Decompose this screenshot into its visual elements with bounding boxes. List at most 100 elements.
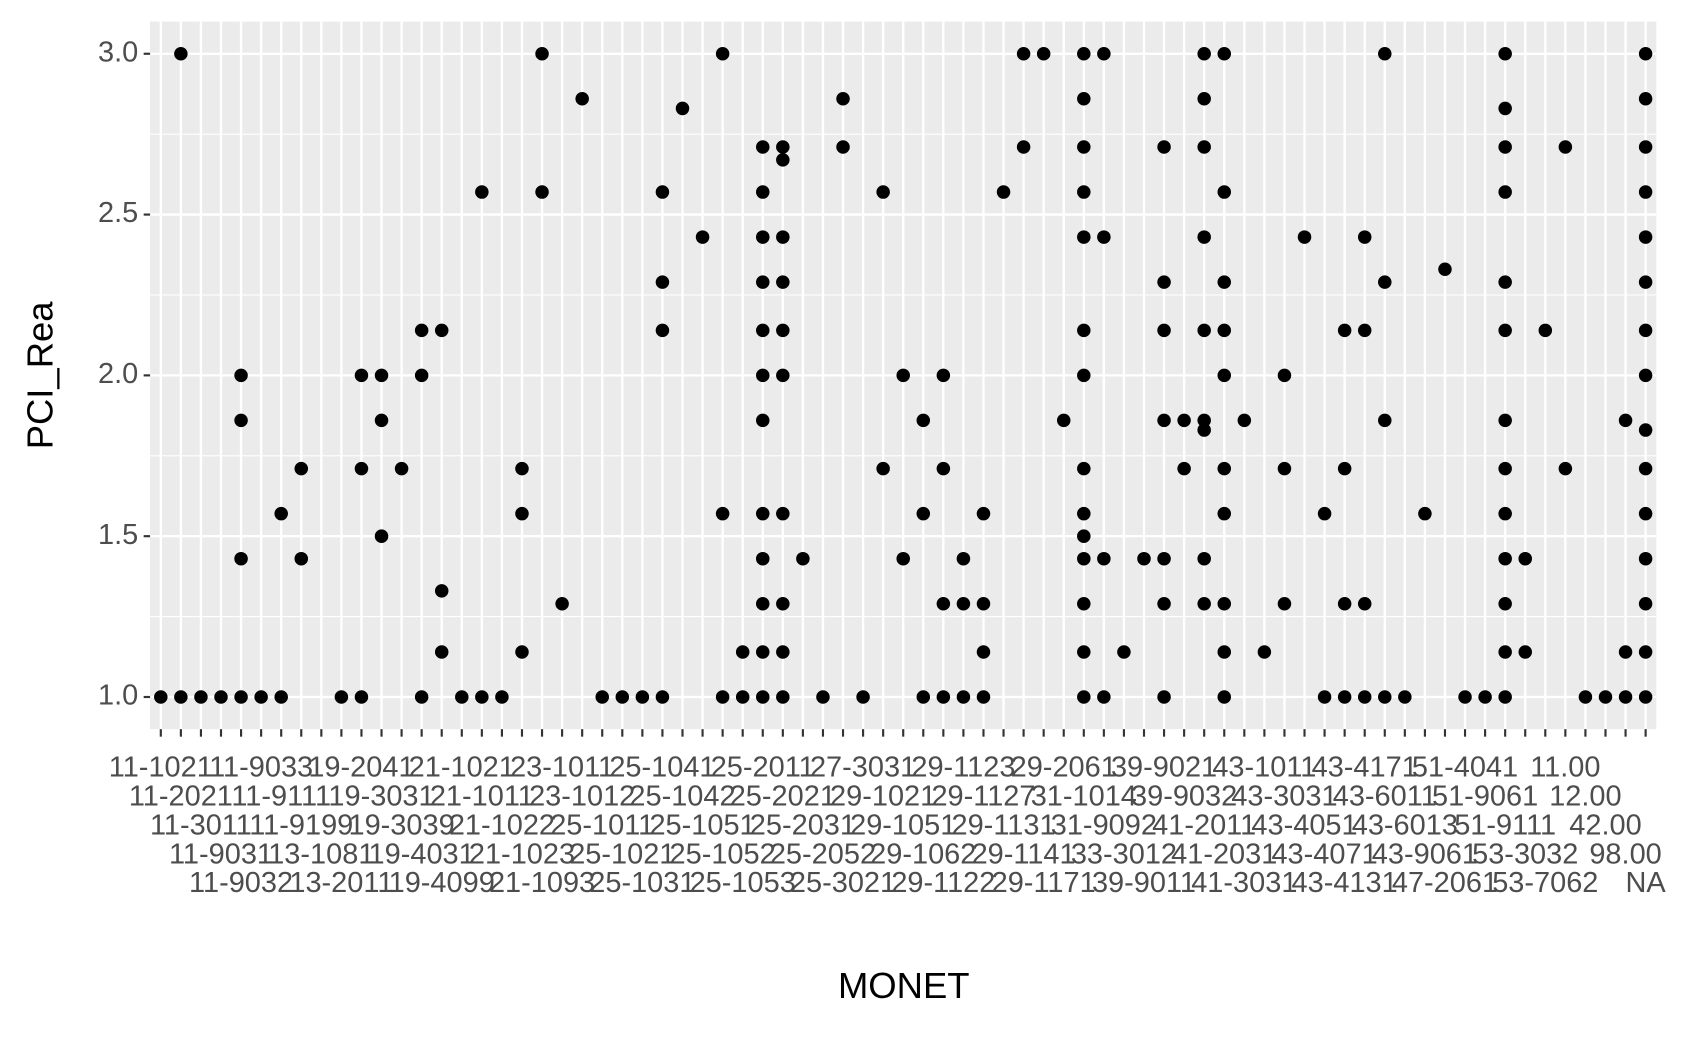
point xyxy=(1638,230,1653,244)
x-tick-label: 25-1051 xyxy=(649,809,755,841)
point xyxy=(756,506,770,521)
point xyxy=(1077,529,1091,543)
point xyxy=(1016,47,1031,61)
point xyxy=(294,551,309,566)
point xyxy=(1357,230,1372,244)
point xyxy=(274,506,288,521)
point xyxy=(1438,262,1452,276)
point xyxy=(1117,645,1131,659)
point xyxy=(1217,275,1232,289)
point xyxy=(776,153,790,167)
x-axis-title: MONET xyxy=(838,965,970,1006)
point xyxy=(1157,551,1171,566)
point xyxy=(1518,551,1532,566)
point xyxy=(1217,645,1232,659)
point xyxy=(1077,551,1091,566)
point xyxy=(655,323,670,338)
x-tick-label: 43-6011 xyxy=(1333,780,1437,812)
point xyxy=(294,461,309,476)
point xyxy=(756,140,770,154)
x-tick-label: 29-1123 xyxy=(911,751,1015,783)
point xyxy=(1337,461,1352,476)
x-tick-label: 39-9011 xyxy=(1092,867,1196,899)
point xyxy=(555,596,569,611)
point xyxy=(1317,506,1332,521)
point xyxy=(1498,551,1512,566)
point xyxy=(1638,551,1653,566)
point xyxy=(515,506,529,521)
point xyxy=(756,323,770,338)
point xyxy=(1197,92,1211,106)
point xyxy=(1398,690,1412,704)
point xyxy=(1197,596,1211,611)
point xyxy=(414,323,429,338)
point xyxy=(1498,596,1512,611)
x-tick-label: 23-1011 xyxy=(510,751,614,783)
point xyxy=(1197,323,1211,338)
point xyxy=(1337,596,1352,611)
x-tick-label: 43-4051 xyxy=(1251,809,1357,841)
point xyxy=(876,185,890,199)
point xyxy=(434,323,449,338)
y-tick-label: 2.5 xyxy=(98,197,138,229)
point xyxy=(1197,47,1211,61)
point xyxy=(1638,185,1653,199)
point xyxy=(1498,323,1512,338)
point xyxy=(334,690,349,704)
point xyxy=(414,690,429,704)
x-tick-label: 41-3031 xyxy=(1191,867,1297,899)
point xyxy=(836,92,850,106)
point xyxy=(756,551,770,566)
point xyxy=(776,645,790,659)
point xyxy=(756,645,770,659)
point xyxy=(1217,47,1232,61)
point xyxy=(655,690,670,704)
point xyxy=(1618,645,1633,659)
point xyxy=(735,690,750,704)
x-tick-label: 21-1023 xyxy=(469,838,575,870)
point xyxy=(354,690,369,704)
point xyxy=(976,645,991,659)
point xyxy=(274,690,288,704)
point xyxy=(374,413,389,428)
point xyxy=(1237,413,1252,428)
point xyxy=(1498,47,1512,61)
point xyxy=(1337,690,1352,704)
point xyxy=(756,275,770,289)
point xyxy=(976,506,991,521)
point xyxy=(194,690,208,704)
x-tick-label: NA xyxy=(1626,867,1667,899)
point xyxy=(1618,413,1633,428)
point xyxy=(234,368,248,383)
point xyxy=(756,368,770,383)
x-tick-label: 31-9092 xyxy=(1051,809,1157,841)
point xyxy=(1518,645,1532,659)
x-tick-label: 43-9061 xyxy=(1372,838,1478,870)
point xyxy=(715,47,730,61)
point xyxy=(876,461,890,476)
x-tick-label: 11-9199 xyxy=(249,809,353,841)
x-tick-label: 53-3032 xyxy=(1472,838,1578,870)
point xyxy=(1638,461,1653,476)
x-tick-label: 21-1022 xyxy=(449,809,555,841)
point xyxy=(776,140,790,154)
point xyxy=(1157,275,1171,289)
point xyxy=(1077,92,1091,106)
point xyxy=(1217,690,1232,704)
point xyxy=(535,185,549,199)
point xyxy=(1558,140,1573,154)
point xyxy=(234,413,248,428)
point xyxy=(1097,230,1111,244)
point xyxy=(1378,47,1392,61)
x-tick-label: 43-4131 xyxy=(1292,867,1398,899)
point xyxy=(174,690,188,704)
point xyxy=(936,461,951,476)
point xyxy=(936,690,951,704)
x-tick-label: 43-4171 xyxy=(1312,751,1418,783)
point xyxy=(254,690,268,704)
point xyxy=(1197,140,1211,154)
x-tick-label: 43-3031 xyxy=(1231,780,1337,812)
point xyxy=(1197,230,1211,244)
x-tick-label: 51-4041 xyxy=(1412,751,1518,783)
point xyxy=(234,690,248,704)
